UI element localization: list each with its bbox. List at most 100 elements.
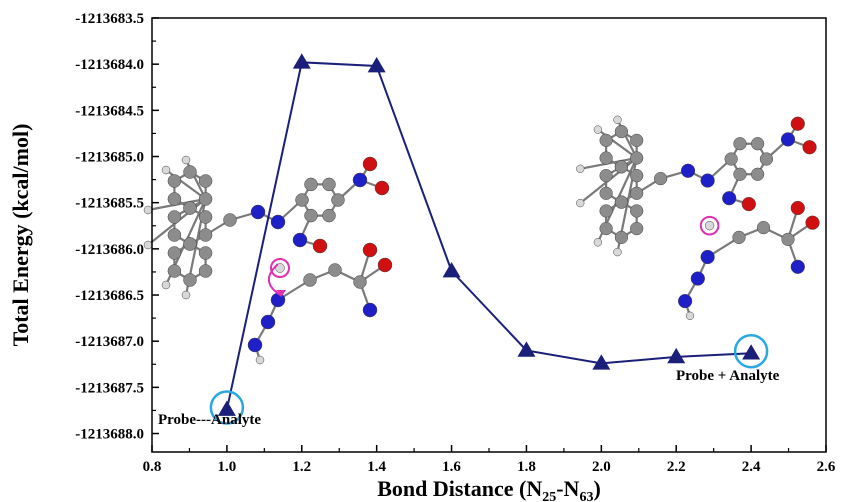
molecule-atom [167,174,182,188]
molecule-atom [167,228,182,242]
molecule-atom [614,160,629,174]
plot-frame [151,17,827,453]
y-tick-label: -1213684.0 [75,57,144,73]
molecule-atom [781,232,795,246]
y-tick-label: -1213685.0 [75,150,144,166]
molecule-atom [733,137,747,151]
molecule-atom [247,337,263,353]
molecule-atom [223,213,237,227]
molecule-atom [756,220,771,235]
x-tick-label: 2.0 [592,459,611,475]
axis-ticks [151,17,827,452]
y-tick-label: -1213684.5 [75,103,144,119]
curved-arrow-head [276,290,286,296]
molecule-atom [167,246,182,260]
molecule-atom [275,263,285,273]
molecule-atom [599,204,613,218]
molecule-atom [630,186,644,200]
annotation-probe-analyte: Probe---Analyte [158,412,261,428]
molecule-atom [362,156,378,172]
molecule-atom [599,151,613,165]
molecule-atom [630,221,644,236]
molecule-atom [304,177,318,192]
molecule-atom [724,152,738,166]
annotation-probe-plus-analyte: Probe + Analyte [676,368,780,384]
molecule-atom [741,196,756,212]
molecule-atom [630,169,644,183]
molecule-atom [599,133,613,148]
molecule-atom [143,240,153,250]
molecule-atom [593,238,603,247]
molecule-atom [270,292,286,308]
x-tick-label: 2.2 [667,459,686,475]
molecule-atom [630,133,644,148]
y-tick-label: -1213686.5 [75,288,144,304]
data-point [292,53,311,69]
molecule-atom [198,174,213,188]
molecule-atom [322,208,336,223]
molecule-atom [260,314,276,330]
molecule-atom [198,210,213,224]
molecule-atom [198,246,213,260]
molecule-atom [685,311,695,320]
molecule-atom [303,273,317,287]
highlight-atom-ring [699,215,720,236]
molecule-atom [613,247,622,257]
data-point [667,347,686,364]
molecule-atom [270,214,286,230]
highlight-circle-probe-plus-analyte [733,333,769,369]
molecule-atom [704,220,715,231]
molecule-atom [576,164,585,173]
data-point [217,400,236,416]
molecule-atom [322,177,336,192]
molecule-atom [304,208,318,223]
molecule-atom [292,232,308,248]
molecule-atom [790,259,805,274]
molecule-atom [181,290,191,300]
data-point [442,262,461,278]
curved-arrow [268,263,283,297]
molecule-atom [312,238,328,254]
molecule-atom [751,167,765,181]
molecule-atom [183,201,197,215]
molecule-atom [700,173,715,188]
molecule-atom [161,280,171,290]
molecule-atom [690,271,705,286]
y-tick-label: -1213686.0 [75,242,144,258]
x-tick-label: 2.6 [817,459,836,475]
molecule-atom [599,221,613,236]
x-tick-label: 1.2 [292,459,311,475]
molecule-probe-analyte [143,155,393,365]
molecule-atom [677,293,693,309]
molecule-atom [614,195,629,209]
x-tick-label: 1.6 [442,459,461,475]
molecule-atom [722,191,737,206]
molecule-atom [802,140,817,155]
highlight-atom-ring [270,258,290,278]
molecule-atom [255,355,265,365]
molecule-atom [353,275,367,289]
molecule-atom [680,163,696,178]
molecule-atom [790,116,805,131]
molecule-atom [183,165,197,179]
molecule-atom [599,186,613,200]
molecule-atom [198,228,213,242]
series-line [225,61,752,410]
molecule-atom [759,152,774,166]
data-point [742,344,761,360]
molecule-atom [181,155,191,165]
molecule-atom [593,125,603,134]
molecule-atom [250,204,266,220]
molecule-atom [295,193,309,207]
molecule-atom [614,230,629,245]
molecule-atom [377,257,393,273]
molecule-atom [167,192,182,206]
molecule-atom [630,204,644,218]
molecule-atom [599,169,613,183]
x-tick-label: 2.4 [742,459,761,475]
x-tick-label: 1.0 [218,459,237,475]
y-tick-label: -1213685.5 [75,196,144,212]
molecule-atom [167,210,182,224]
x-axis-title: Bond Distance (N25-N63) [377,476,601,502]
